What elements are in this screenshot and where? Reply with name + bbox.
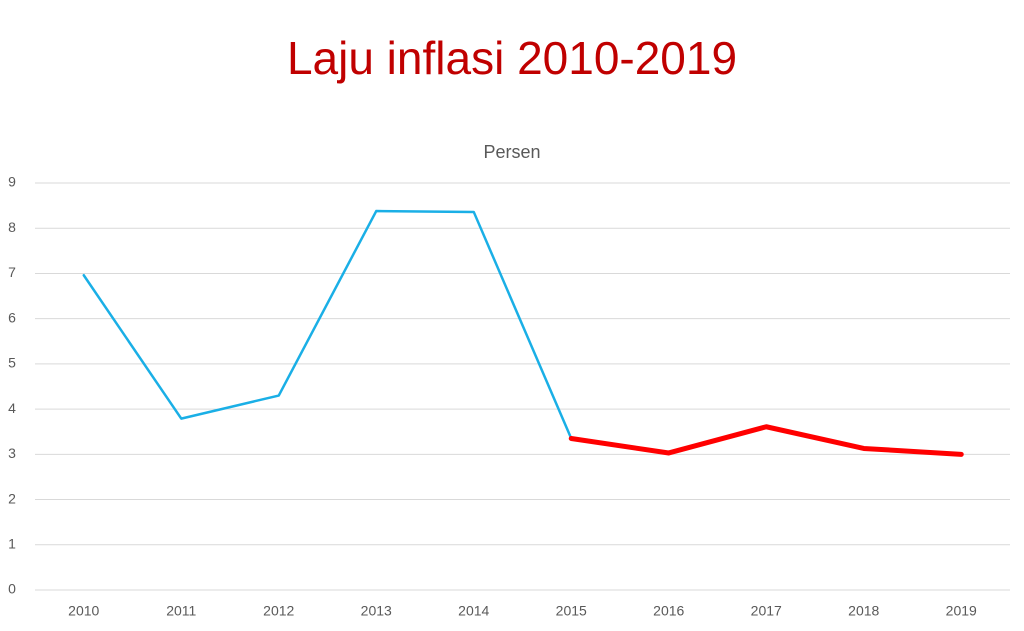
x-tick-label: 2013: [361, 603, 392, 619]
y-tick-label: 8: [8, 219, 16, 235]
y-tick-label: 6: [8, 309, 16, 325]
x-tick-label: 2014: [458, 603, 489, 619]
x-tick-label: 2015: [556, 603, 587, 619]
x-tick-label: 2012: [263, 603, 294, 619]
x-tick-label: 2011: [166, 603, 196, 619]
y-tick-label: 1: [8, 535, 16, 551]
y-tick-label: 4: [8, 400, 16, 416]
y-tick-label: 2: [8, 490, 16, 506]
x-tick-label: 2010: [68, 603, 99, 619]
x-tick-label: 2017: [751, 603, 782, 619]
y-tick-label: 3: [8, 445, 16, 461]
line-series: [568, 424, 964, 457]
chart-subtitle: Persen: [483, 142, 540, 162]
y-tick-label: 7: [8, 264, 16, 280]
line-series: [82, 209, 573, 440]
y-tick-label: 0: [8, 581, 16, 597]
y-tick-label: 5: [8, 355, 16, 371]
y-tick-label: 9: [8, 174, 16, 190]
x-tick-label: 2018: [848, 603, 879, 619]
x-tick-label: 2019: [946, 603, 977, 619]
chart-title: Laju inflasi 2010-2019: [287, 32, 737, 84]
x-tick-label: 2016: [653, 603, 684, 619]
